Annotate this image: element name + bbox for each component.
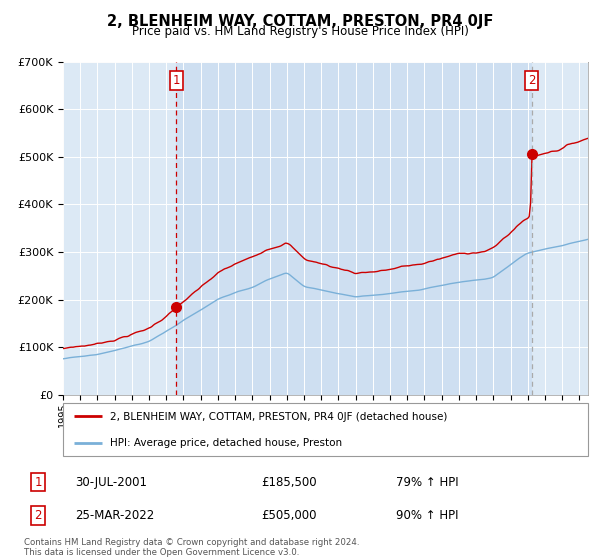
Text: 90% ↑ HPI: 90% ↑ HPI (396, 509, 459, 522)
Text: £185,500: £185,500 (261, 475, 317, 488)
Text: 30-JUL-2001: 30-JUL-2001 (75, 475, 147, 488)
Text: Contains HM Land Registry data © Crown copyright and database right 2024.
This d: Contains HM Land Registry data © Crown c… (24, 538, 359, 557)
Text: 1: 1 (34, 475, 42, 488)
Text: 2: 2 (34, 509, 42, 522)
Text: 2, BLENHEIM WAY, COTTAM, PRESTON, PR4 0JF: 2, BLENHEIM WAY, COTTAM, PRESTON, PR4 0J… (107, 14, 493, 29)
Text: 25-MAR-2022: 25-MAR-2022 (75, 509, 154, 522)
Text: 79% ↑ HPI: 79% ↑ HPI (396, 475, 459, 488)
Text: 2, BLENHEIM WAY, COTTAM, PRESTON, PR4 0JF (detached house): 2, BLENHEIM WAY, COTTAM, PRESTON, PR4 0J… (110, 412, 448, 422)
FancyBboxPatch shape (63, 403, 588, 456)
Bar (176, 62, 532, 395)
Text: 1: 1 (173, 74, 180, 87)
Text: HPI: Average price, detached house, Preston: HPI: Average price, detached house, Pres… (110, 438, 343, 448)
Text: £505,000: £505,000 (261, 509, 316, 522)
Text: Price paid vs. HM Land Registry's House Price Index (HPI): Price paid vs. HM Land Registry's House … (131, 25, 469, 38)
Text: 2: 2 (528, 74, 535, 87)
